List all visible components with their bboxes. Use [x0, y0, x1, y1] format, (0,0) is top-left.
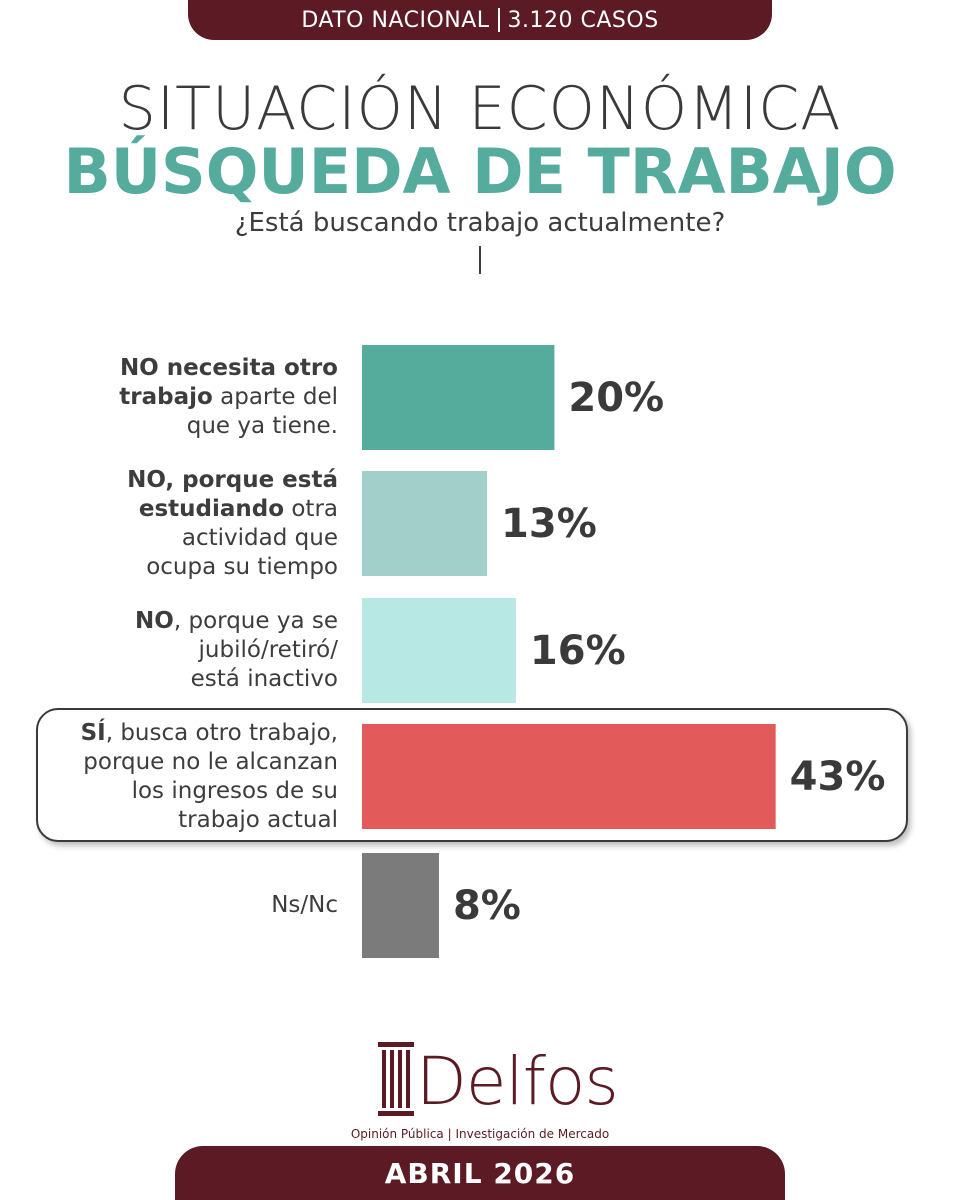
label-regular-part: los ingresos de su — [131, 777, 338, 804]
label-regular-part: porque no le alcanzan — [83, 748, 338, 775]
category-label-line: NO, porque está — [127, 466, 338, 495]
label-regular-part: trabajo actual — [178, 806, 338, 833]
label-regular-part: otra — [284, 495, 338, 522]
bar-3 — [362, 598, 516, 703]
footer-date: ABRIL 2026 — [175, 1146, 785, 1200]
value-label-5: 8% — [452, 882, 521, 929]
category-label-line: NO, porque ya se — [135, 607, 338, 636]
label-regular-part: Ns/Nc — [271, 892, 338, 918]
logo-wordmark: Delfos — [416, 1043, 619, 1120]
label-regular-part: , busca otro trabajo, — [105, 719, 338, 746]
value-label-3: 16% — [529, 627, 626, 674]
delfos-logo: Delfos — [372, 1040, 619, 1130]
column-icon — [378, 1042, 414, 1116]
logo-tagline: Opinión Pública | Investigación de Merca… — [350, 1127, 610, 1141]
category-label-4: SÍ, busca otro trabajo, porque no le alca… — [81, 719, 338, 835]
divider-line — [479, 246, 481, 274]
category-label-line: NO necesita otro — [119, 354, 338, 383]
title-line-1: SITUACIÓN ECONÓMICA — [118, 74, 842, 144]
category-label-line: trabajo aparte del — [119, 383, 338, 412]
category-label-line: jubiló/retiró/ — [135, 636, 338, 665]
category-label-line: que ya tiene. — [119, 412, 338, 441]
label-regular-part: que ya tiene. — [186, 413, 338, 439]
category-label-line: porque no le alcanzan — [81, 748, 338, 777]
category-label-1: NO necesita otro trabajo aparte del que ya… — [119, 354, 338, 441]
label-bold-part: trabajo — [119, 384, 213, 410]
value-label-4: 43% — [789, 753, 886, 800]
category-label-line: Ns/Nc — [271, 891, 338, 920]
category-label-3: NO, porque ya se jubiló/retiró/está inact… — [135, 607, 338, 694]
bar-1 — [362, 345, 555, 450]
title-line-2: BÚSQUEDA DE TRABAJO — [63, 135, 897, 208]
label-regular-part: , porque ya se — [173, 608, 338, 634]
survey-question: ¿Está buscando trabajo actualmente? — [234, 208, 726, 238]
bar-2 — [362, 471, 488, 576]
header-cases: 3.120 CASOS — [507, 7, 659, 33]
category-label-2: NO, porque está estudiando otra actividad … — [127, 466, 338, 582]
category-label-line: está inactivo — [135, 665, 338, 694]
bar-5 — [362, 853, 439, 958]
value-label-2: 13% — [501, 500, 597, 547]
label-bold-part: SÍ — [80, 719, 106, 746]
label-bold-part: NO — [135, 608, 174, 634]
label-regular-part: actividad que — [181, 524, 338, 551]
label-bold-part: NO necesita otro — [119, 355, 338, 381]
label-regular-part: está inactivo — [190, 666, 338, 692]
value-label-1: 20% — [568, 374, 665, 421]
category-label-line: actividad que — [127, 524, 338, 553]
label-regular-part: ocupa su tiempo — [146, 553, 338, 580]
label-regular-part: aparte del — [212, 384, 338, 410]
bar-4 — [362, 724, 776, 829]
header-banner: DATO NACIONAL 3.120 CASOS — [188, 0, 772, 40]
category-label-line: trabajo actual — [81, 806, 338, 835]
label-regular-part: jubiló/retiró/ — [198, 637, 338, 663]
category-label-line: SÍ, busca otro trabajo, — [81, 719, 338, 748]
label-bold-part: estudiando — [138, 495, 285, 522]
label-bold-part: NO, porque está — [127, 466, 338, 493]
category-label-line: ocupa su tiempo — [127, 553, 338, 582]
header-scope: DATO NACIONAL — [301, 7, 490, 33]
category-label-line: estudiando otra — [127, 495, 338, 524]
category-label-line: los ingresos de su — [81, 777, 338, 806]
header-separator — [497, 8, 500, 32]
category-label-5: Ns/Nc — [271, 891, 338, 920]
